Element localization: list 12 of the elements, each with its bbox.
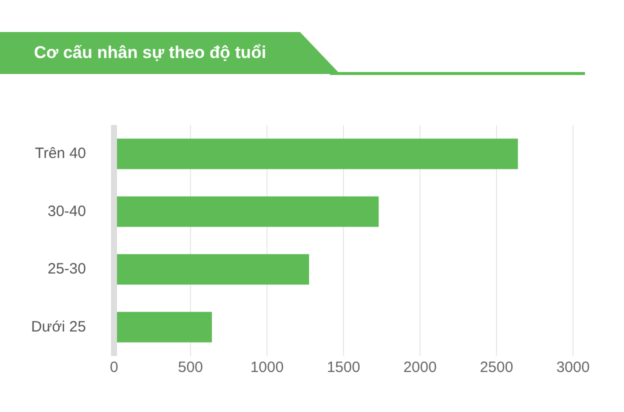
y-tick-label: 30-40 <box>48 202 86 220</box>
y-tick-label: Dưới 25 <box>31 318 86 336</box>
x-tick-label: 2500 <box>480 359 514 376</box>
y-tick-label: Trên 40 <box>34 145 86 162</box>
x-tick-label: 3000 <box>556 359 590 376</box>
x-tick-label: 1500 <box>326 359 360 376</box>
x-tick-label: 1000 <box>250 359 284 376</box>
x-tick-label: 2000 <box>403 359 437 376</box>
y-tick-label: 25-30 <box>48 260 86 278</box>
chart-title: Cơ cấu nhân sự theo độ tuổi <box>0 32 340 74</box>
x-tick-label: 0 <box>110 359 118 376</box>
x-tick-label: 500 <box>178 359 204 376</box>
